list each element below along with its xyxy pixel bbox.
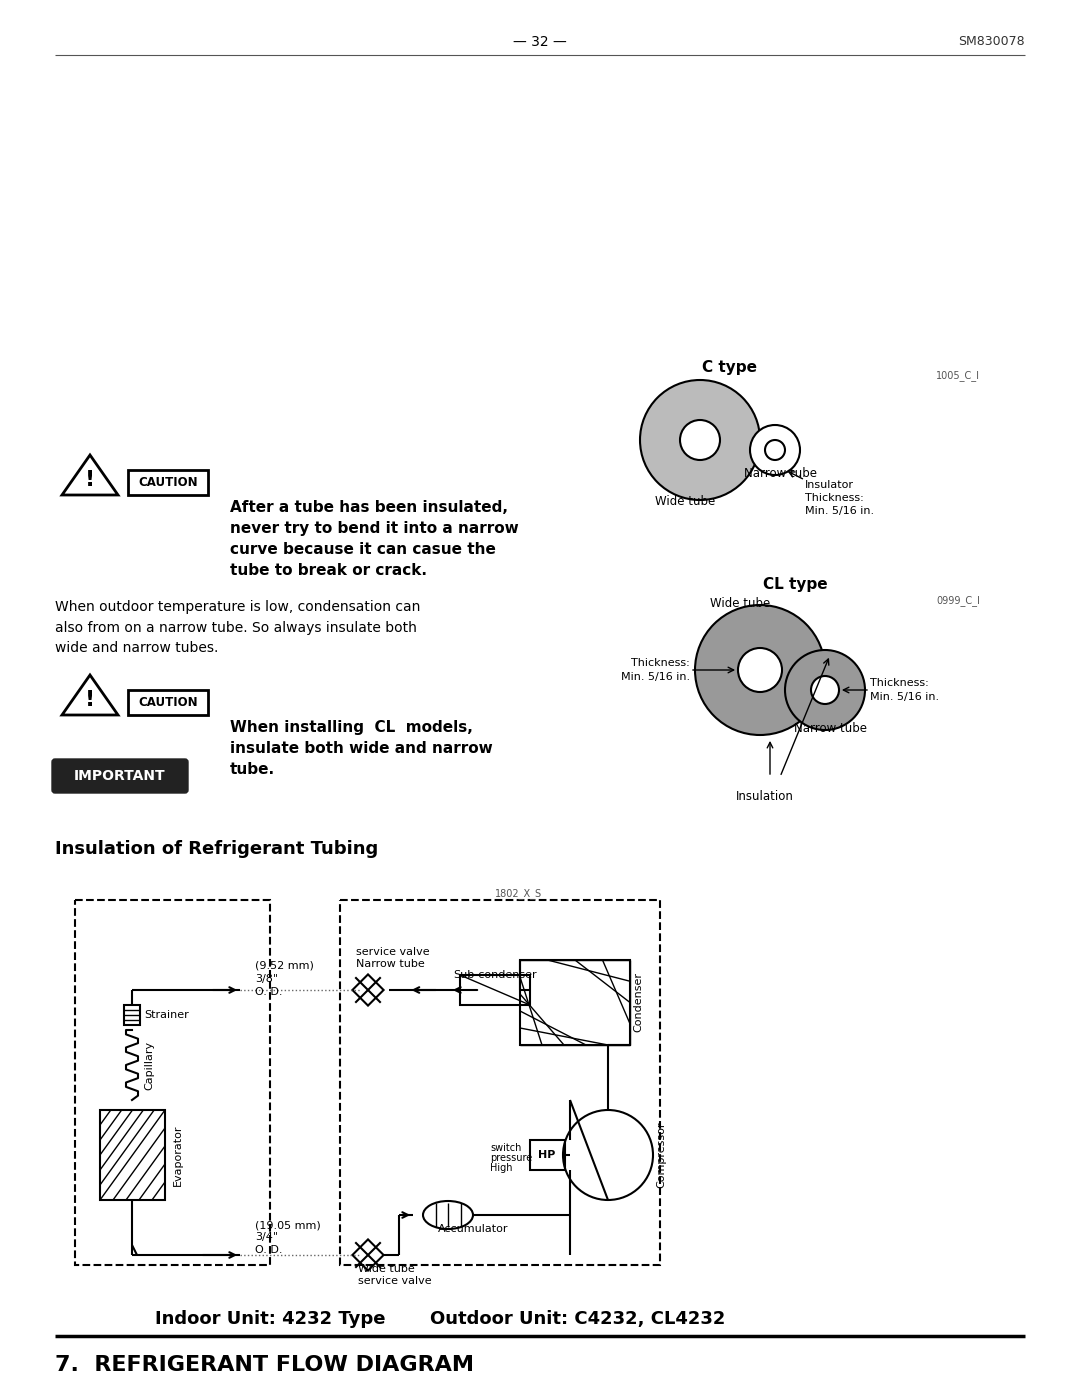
Text: Thickness:
Min. 5/16 in.: Thickness: Min. 5/16 in.: [621, 658, 690, 682]
Text: switch: switch: [490, 1143, 522, 1153]
Text: pressure: pressure: [490, 1153, 532, 1162]
Text: 1005_C_I: 1005_C_I: [936, 370, 980, 381]
Text: Insulation: Insulation: [737, 789, 794, 803]
Text: — 32 —: — 32 —: [513, 35, 567, 49]
Text: service valve: service valve: [356, 947, 430, 957]
Text: Strainer: Strainer: [144, 1010, 189, 1020]
Text: Compressor: Compressor: [656, 1122, 666, 1189]
Text: HP: HP: [538, 1150, 556, 1160]
Text: Wide tube: Wide tube: [357, 1264, 415, 1274]
Circle shape: [738, 648, 782, 692]
Text: Accumulator: Accumulator: [438, 1224, 509, 1234]
Text: service valve: service valve: [357, 1275, 432, 1285]
Circle shape: [696, 605, 825, 735]
Text: Narrow tube: Narrow tube: [794, 722, 866, 735]
Text: When installing  CL  models,
insulate both wide and narrow
tube.: When installing CL models, insulate both…: [230, 719, 492, 777]
Text: 3/8": 3/8": [255, 974, 279, 983]
Circle shape: [680, 420, 720, 460]
Circle shape: [765, 440, 785, 460]
Text: Condenser: Condenser: [633, 972, 643, 1032]
Bar: [519, 960, 630, 1045]
Bar: [129, 690, 208, 715]
Text: O. D.: O. D.: [255, 1245, 283, 1255]
Text: (9.52 mm): (9.52 mm): [255, 961, 314, 971]
Circle shape: [785, 650, 865, 731]
Text: CL type: CL type: [762, 577, 827, 592]
Text: Sub-condenser: Sub-condenser: [454, 970, 537, 981]
Text: 0999_C_I: 0999_C_I: [936, 595, 980, 606]
Bar: [124, 1004, 140, 1025]
Text: C type: C type: [702, 360, 757, 374]
Text: IMPORTANT: IMPORTANT: [75, 768, 166, 782]
Circle shape: [750, 425, 800, 475]
Bar: [530, 1140, 565, 1171]
Text: 7.  REFRIGERANT FLOW DIAGRAM: 7. REFRIGERANT FLOW DIAGRAM: [55, 1355, 474, 1375]
Text: Narrow tube: Narrow tube: [356, 960, 424, 970]
FancyBboxPatch shape: [52, 759, 188, 793]
Text: Thickness:
Min. 5/16 in.: Thickness: Min. 5/16 in.: [870, 679, 940, 701]
Text: Narrow tube: Narrow tube: [743, 467, 816, 481]
Text: After a tube has been insulated,
never try to bend it into a narrow
curve becaus: After a tube has been insulated, never t…: [230, 500, 518, 578]
Circle shape: [640, 380, 760, 500]
Bar: [129, 469, 208, 495]
Text: Capillary: Capillary: [144, 1041, 154, 1090]
Text: O. D.: O. D.: [255, 988, 283, 997]
Text: Evaporator: Evaporator: [173, 1125, 183, 1186]
Text: Wide tube: Wide tube: [710, 597, 770, 610]
Text: CAUTION: CAUTION: [138, 476, 198, 489]
Text: 1802_X_S: 1802_X_S: [495, 888, 542, 898]
Text: Wide tube: Wide tube: [654, 495, 715, 509]
Text: Insulation of Refrigerant Tubing: Insulation of Refrigerant Tubing: [55, 840, 378, 858]
Text: Indoor Unit: 4232 Type: Indoor Unit: 4232 Type: [156, 1310, 386, 1329]
Text: Insulator
Thickness:
Min. 5/16 in.: Insulator Thickness: Min. 5/16 in.: [805, 481, 874, 517]
Text: High: High: [490, 1162, 513, 1173]
Text: When outdoor temperature is low, condensation can
also from on a narrow tube. So: When outdoor temperature is low, condens…: [55, 599, 420, 655]
Text: 3/4": 3/4": [255, 1232, 279, 1242]
Text: CAUTION: CAUTION: [138, 697, 198, 710]
Text: SM830078: SM830078: [958, 35, 1025, 47]
Text: !: !: [85, 690, 95, 710]
Text: !: !: [85, 469, 95, 490]
Text: (19.05 mm): (19.05 mm): [255, 1220, 321, 1229]
Bar: [460, 975, 530, 1004]
Text: Outdoor Unit: C4232, CL4232: Outdoor Unit: C4232, CL4232: [430, 1310, 726, 1329]
Circle shape: [811, 676, 839, 704]
